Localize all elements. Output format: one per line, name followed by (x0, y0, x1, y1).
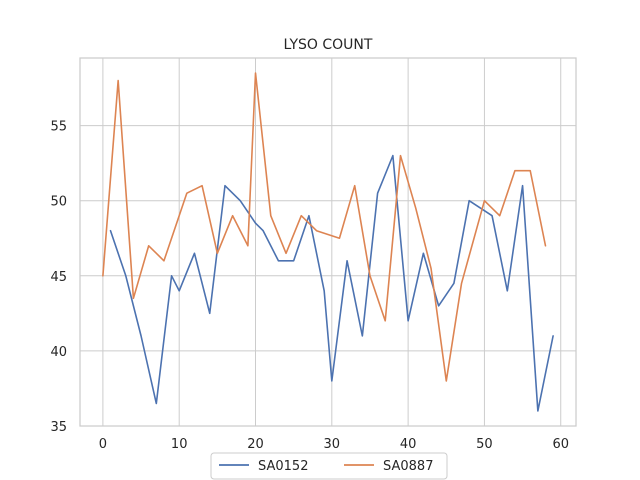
chart-title: LYSO COUNT (284, 37, 373, 53)
legend-label-sa0152: SA0152 (258, 459, 308, 474)
legend-box (210, 452, 448, 480)
y-tick-label: 50 (50, 195, 67, 210)
legend-label-sa0887: SA0887 (383, 459, 433, 474)
x-tick-label: 60 (552, 437, 569, 452)
x-tick-label: 30 (324, 437, 341, 452)
y-tick-label: 35 (50, 420, 67, 435)
series-line-sa0152 (109, 154, 554, 412)
x-tick-label: 10 (171, 437, 188, 452)
plot-area-frame (79, 57, 577, 427)
series-line-sa0887 (102, 72, 547, 382)
tick-labels: 0 10 20 30 40 50 60 35 40 45 50 55 (50, 120, 569, 452)
y-tick-label: 45 (50, 270, 67, 285)
y-tick-label: 40 (50, 345, 67, 360)
x-tick-label: 50 (476, 437, 493, 452)
y-tick-label: 55 (50, 120, 67, 135)
legend: SA0152 SA0887 (210, 452, 448, 480)
x-tick-label: 0 (99, 437, 107, 452)
series-layer (102, 72, 554, 412)
x-tick-label: 40 (400, 437, 417, 452)
x-tick-label: 20 (247, 437, 264, 452)
